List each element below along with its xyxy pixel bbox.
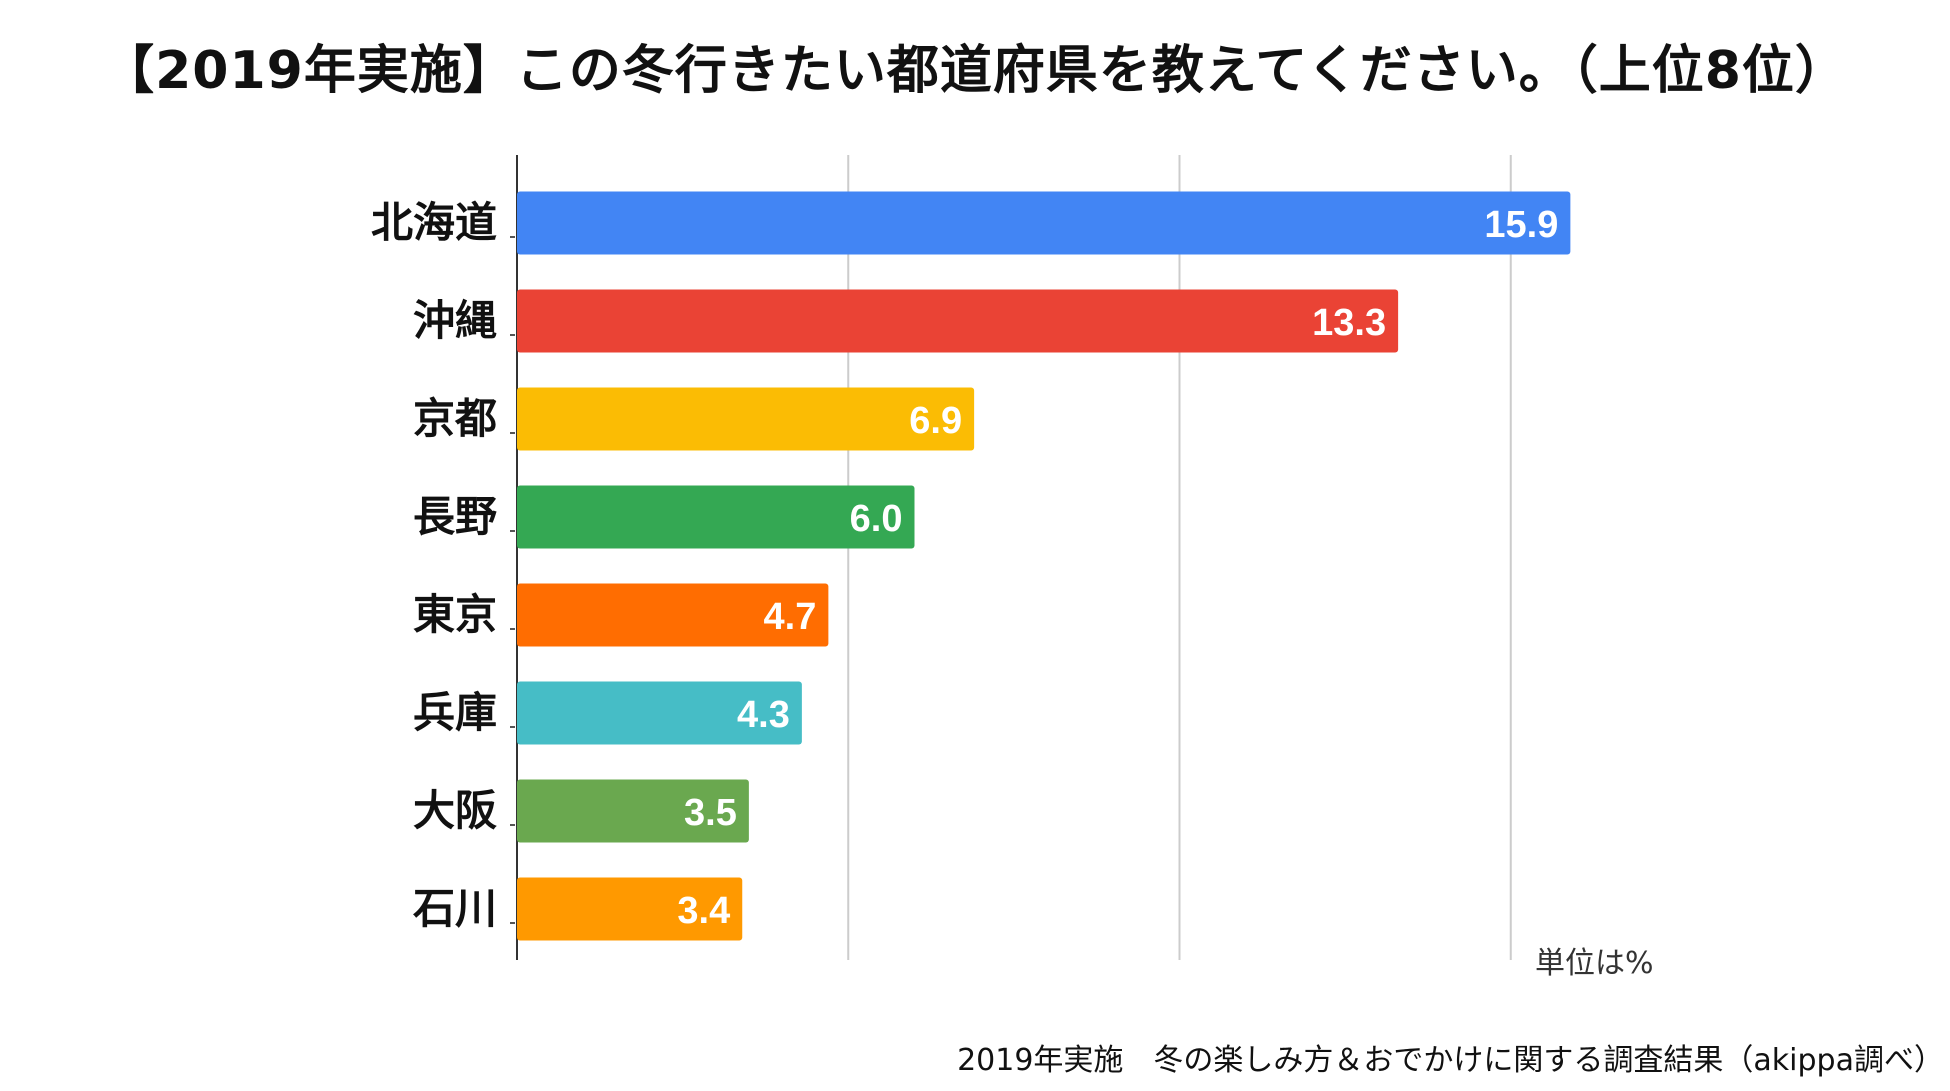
bar-3 — [517, 387, 975, 451]
bar-2 — [517, 289, 1399, 353]
value-label: 4.7 — [764, 596, 817, 638]
category-label: 東京 — [413, 590, 497, 639]
chart-title: 【2019年実施】この冬行きたい都道府県を教えてください。（上位8位） — [102, 41, 1848, 101]
category-label: 石川 — [413, 884, 497, 933]
bar-7 — [517, 779, 749, 843]
bar-6 — [517, 681, 802, 745]
category-label: 兵庫 — [413, 688, 497, 737]
category-label: 大阪 — [413, 786, 497, 835]
value-label: 3.5 — [684, 792, 737, 834]
label-layer: 北海道 15.9 沖縄 13.3 京都 6.9 長野 6.0 東京 4.7 兵庫 4.3 大阪 3.5 石川… — [371, 198, 1558, 933]
bar-5 — [517, 583, 829, 647]
value-label: 6.9 — [909, 400, 962, 442]
value-label: 13.3 — [1312, 302, 1386, 344]
bar-layer — [517, 191, 1571, 941]
unit-note: 単位は% — [1535, 946, 1654, 981]
category-label: 長野 — [413, 492, 497, 541]
value-label: 6.0 — [850, 498, 903, 540]
category-label: 北海道 — [371, 198, 497, 247]
source-note: 2019年実施 冬の楽しみ方＆おでかけに関する調査結果（akippa調べ） — [957, 1043, 1944, 1078]
bar-8 — [517, 877, 743, 941]
bar-4 — [517, 485, 915, 549]
category-label: 沖縄 — [413, 296, 497, 345]
value-label: 15.9 — [1484, 204, 1558, 246]
category-label: 京都 — [413, 394, 497, 443]
value-label: 3.4 — [677, 890, 730, 932]
value-label: 4.3 — [737, 694, 790, 736]
bar-1 — [517, 191, 1571, 255]
